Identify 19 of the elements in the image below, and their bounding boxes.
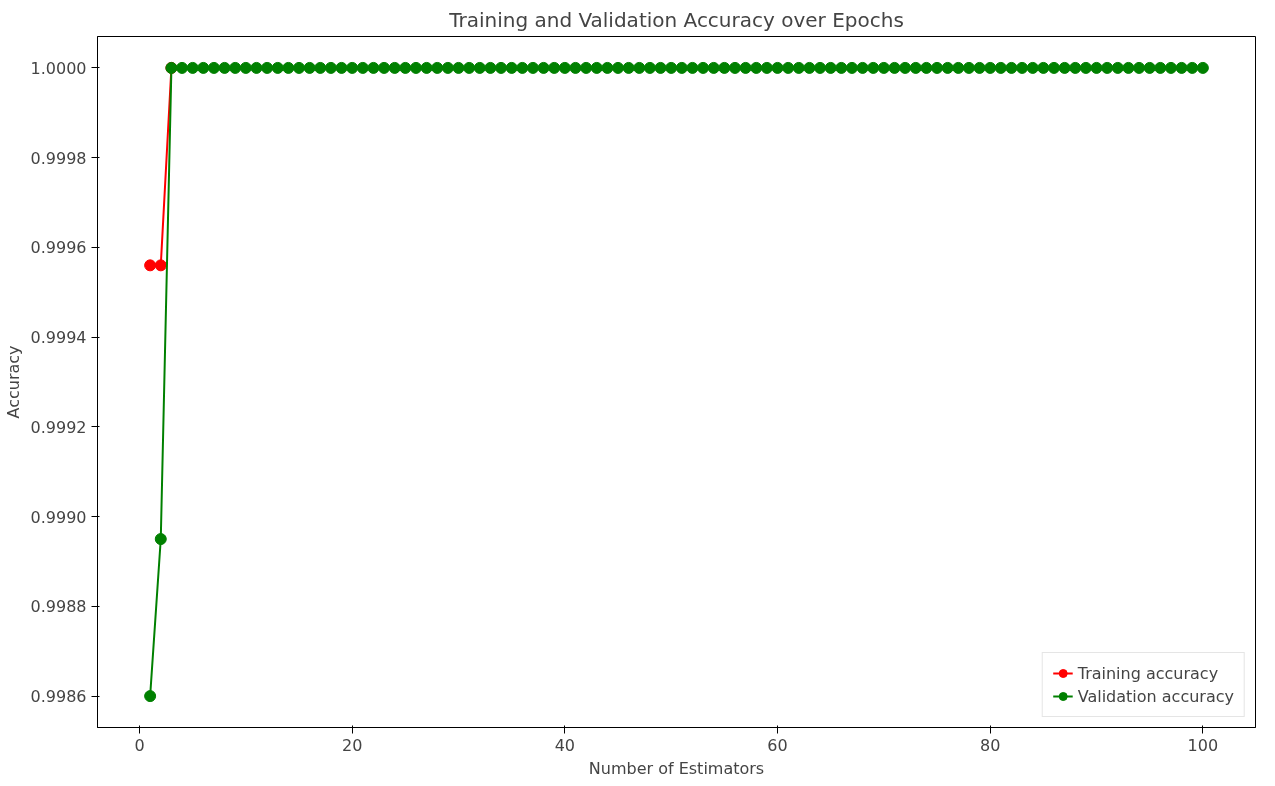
y-tick-label: 0.9992 <box>30 417 87 437</box>
legend-label: Training accuracy <box>1077 663 1219 683</box>
y-axis-title: Accuracy <box>3 345 23 419</box>
legend-label: Validation accuracy <box>1077 686 1234 706</box>
chart-title: Training and Validation Accuracy over Epochs <box>448 7 904 32</box>
y-tick-label: 0.9986 <box>30 687 87 707</box>
y-tick-label: 0.9994 <box>30 328 87 348</box>
x-tick-label: 100 <box>1187 735 1219 755</box>
x-axis-title: Number of Estimators <box>588 758 765 778</box>
x-tick-label: 60 <box>767 735 788 755</box>
y-tick-label: 0.9988 <box>30 597 87 617</box>
x-tick-label: 80 <box>980 735 1001 755</box>
y-tick-label: 0.9996 <box>30 238 87 258</box>
y-tick-label: 0.9990 <box>30 507 87 527</box>
x-tick-label: 40 <box>554 735 576 755</box>
x-tick-label: 20 <box>342 735 363 755</box>
y-tick-label: 1.0000 <box>30 58 87 78</box>
x-tick-label: 0 <box>134 735 145 755</box>
y-tick-label: 0.9998 <box>30 148 87 168</box>
